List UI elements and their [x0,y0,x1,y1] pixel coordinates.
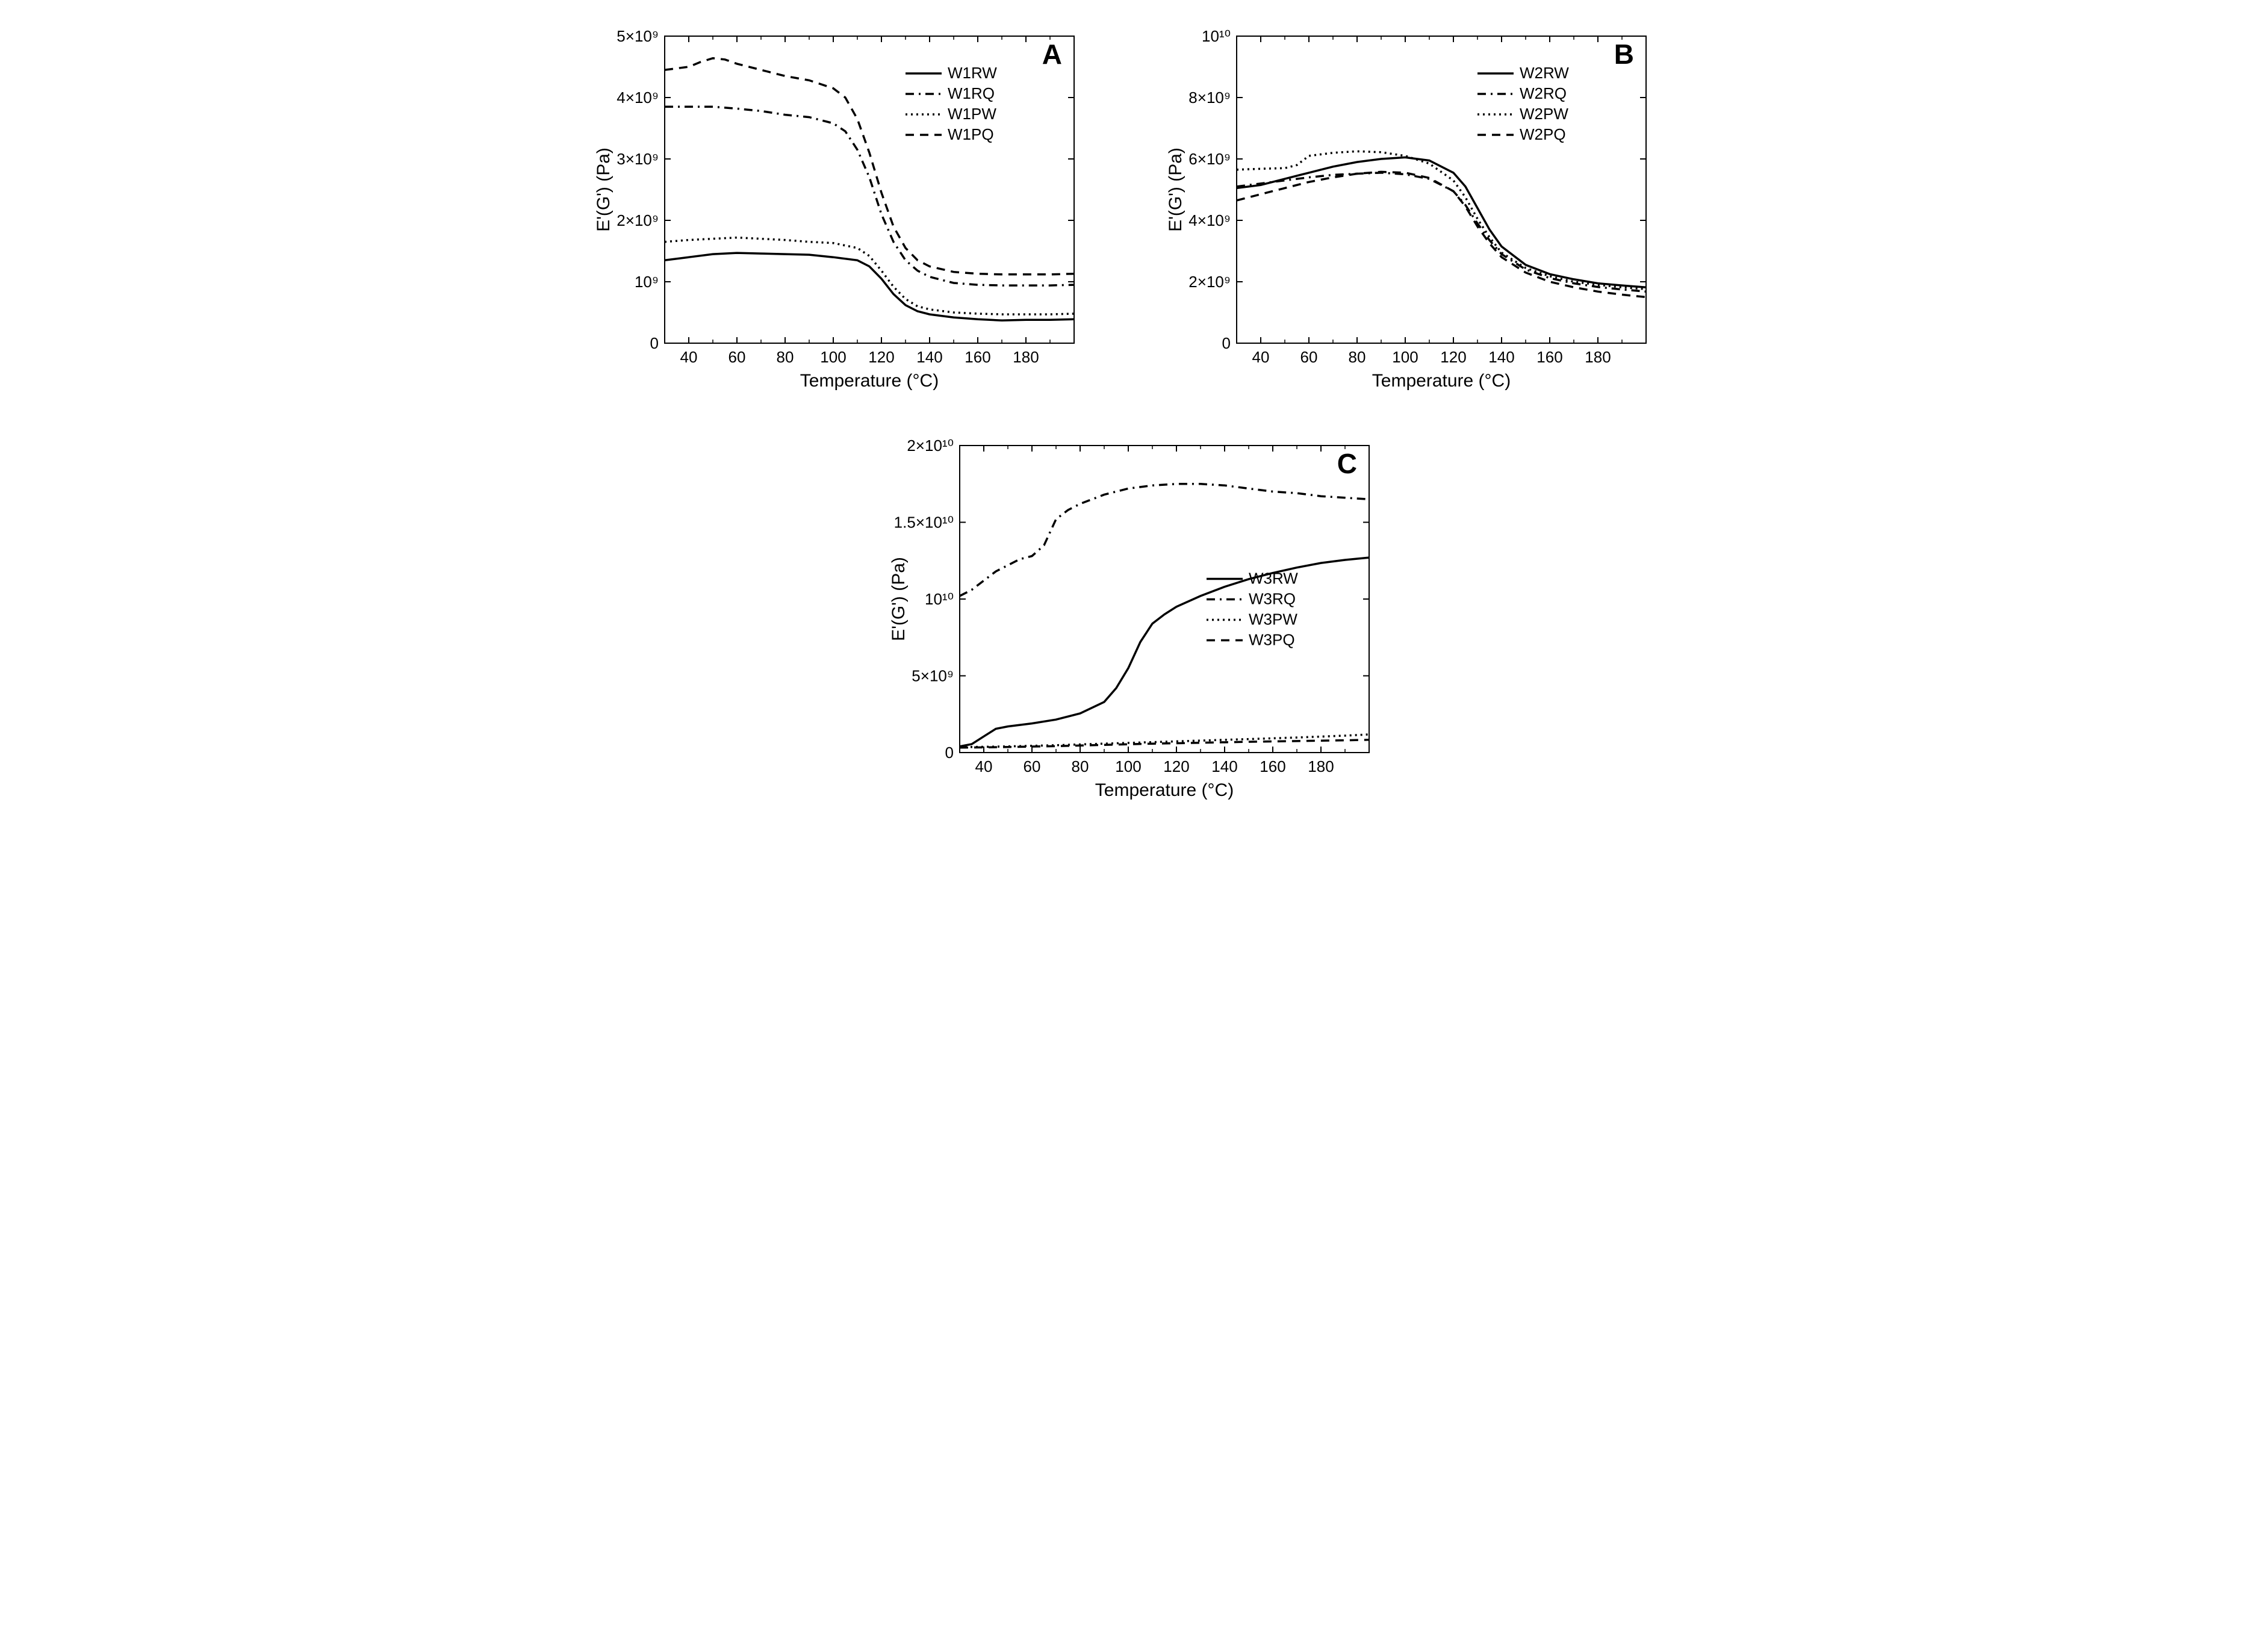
x-axis-label: Temperature (°C) [800,371,938,391]
panel-tag: C [1337,448,1356,479]
xtick-label: 100 [820,348,846,366]
ytick-label: 2×10⁹ [1188,273,1231,291]
series-line-w2pq [1237,172,1646,297]
chart-svg-a: 40 60 80 100 120 140 160 180 0 10⁹ 2×10⁹ 3×10⁹ 4×10⁹… [592,24,1086,397]
ytick-label: 4×10⁹ [1188,211,1231,229]
xtick-label: 180 [1585,348,1611,366]
series-line-w1pw [665,238,1074,314]
xtick-label: 140 [1488,348,1514,366]
panel-c-wrapper: 40 60 80 100 120 140 160 180 0 5×10⁹ 10¹⁰ 1.5×10¹⁰ 2… [592,433,1676,807]
legend-label: W1RQ [948,84,995,102]
xtick-label: 140 [1211,757,1237,775]
ytick-label: 0 [1222,334,1230,352]
legend-label: W2PW [1520,105,1568,123]
series-line-w1pq [665,58,1074,275]
figure-grid: 40 60 80 100 120 140 160 180 0 10⁹ 2×10⁹ 3×10⁹ 4×10⁹… [592,24,1676,807]
xtick-label: 100 [1115,757,1141,775]
ytick-label: 10¹⁰ [1201,27,1230,45]
x-axis-label: Temperature (°C) [1372,371,1510,391]
series-line-w3rq [960,484,1369,596]
series-line-w3rw [960,558,1369,747]
xtick-label: 80 [1071,757,1089,775]
chart-svg-c: 40 60 80 100 120 140 160 180 0 5×10⁹ 10¹⁰ 1.5×10¹⁰ 2… [887,433,1381,807]
x-axis-label: Temperature (°C) [1095,780,1233,800]
xtick-label: 60 [728,348,745,366]
ytick-label: 4×10⁹ [617,89,659,107]
chart-svg-b: 40 60 80 100 120 140 160 180 0 2×10⁹ 4×10⁹ 6×10⁹ 8×1… [1164,24,1658,397]
xtick-label: 60 [1023,757,1040,775]
xtick-label: 80 [776,348,794,366]
ytick-label: 8×10⁹ [1188,89,1231,107]
xtick-label: 160 [965,348,990,366]
legend-label: W2PQ [1520,125,1566,143]
xtick-label: 40 [1252,348,1269,366]
legend-label: W2RQ [1520,84,1567,102]
legend-label: W1RW [948,64,997,82]
ytick-label: 2×10¹⁰ [907,436,954,455]
series-line-w1rq [665,107,1074,285]
xtick-label: 180 [1013,348,1039,366]
legend-label: W1PQ [948,125,994,143]
xtick-label: 140 [916,348,942,366]
chart-panel-a: 40 60 80 100 120 140 160 180 0 10⁹ 2×10⁹ 3×10⁹ 4×10⁹… [592,24,1104,397]
legend-label: W3PW [1249,610,1297,629]
xtick-label: 40 [975,757,992,775]
series-line-w2rw [1237,157,1646,287]
xtick-label: 120 [868,348,894,366]
ytick-label: 0 [945,744,953,762]
y-axis-label: E'(G') (Pa) [889,557,909,641]
ytick-label: 10¹⁰ [924,590,953,608]
legend-label: W3PQ [1249,631,1295,649]
xtick-label: 100 [1392,348,1418,366]
xtick-label: 160 [1536,348,1562,366]
ytick-label: 3×10⁹ [617,150,659,168]
series-line-w1rw [665,253,1074,320]
ytick-label: 5×10⁹ [617,27,659,45]
xtick-label: 80 [1348,348,1365,366]
ytick-label: 10⁹ [634,273,658,291]
ytick-label: 1.5×10¹⁰ [893,514,953,532]
xtick-label: 120 [1163,757,1189,775]
legend-label: W3RQ [1249,590,1296,608]
legend-label: W2RW [1520,64,1569,82]
series-line-w3pq [960,740,1369,748]
ytick-label: 5×10⁹ [912,667,954,685]
chart-panel-c: 40 60 80 100 120 140 160 180 0 5×10⁹ 10¹⁰ 1.5×10¹⁰ 2… [887,433,1381,807]
xtick-label: 60 [1300,348,1317,366]
ytick-label: 2×10⁹ [617,211,659,229]
xtick-label: 180 [1308,757,1334,775]
legend-label: W3RW [1249,570,1298,588]
y-axis-label: E'(G') (Pa) [594,148,614,232]
xtick-label: 160 [1260,757,1285,775]
legend-label: W1PW [948,105,996,123]
series-line-w2rq [1237,173,1646,291]
panel-tag: B [1614,39,1633,70]
series-line-w2pw [1237,151,1646,289]
chart-panel-b: 40 60 80 100 120 140 160 180 0 2×10⁹ 4×10⁹ 6×10⁹ 8×1… [1164,24,1676,397]
ytick-label: 0 [650,334,658,352]
xtick-label: 40 [680,348,697,366]
y-axis-label: E'(G') (Pa) [1166,148,1185,232]
panel-tag: A [1042,39,1061,70]
ytick-label: 6×10⁹ [1188,150,1231,168]
xtick-label: 120 [1440,348,1466,366]
